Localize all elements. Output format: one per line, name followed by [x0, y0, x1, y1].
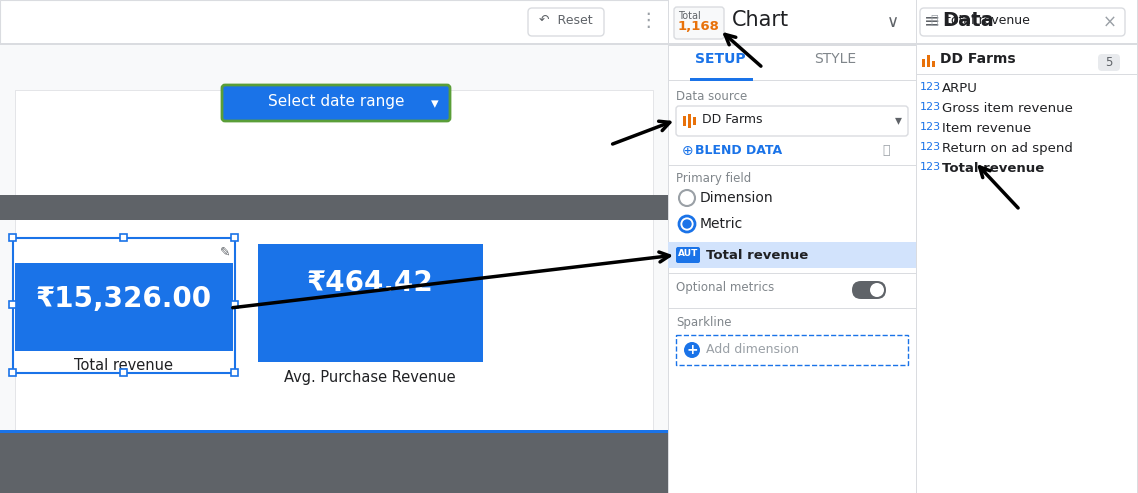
- Bar: [0, 430, 668, 433]
- Text: STYLE: STYLE: [814, 52, 856, 66]
- Text: 123: 123: [920, 142, 941, 152]
- Text: ≡: ≡: [924, 11, 940, 30]
- Bar: [683, 116, 686, 126]
- Circle shape: [679, 190, 695, 206]
- Text: Total: Total: [678, 11, 701, 21]
- Circle shape: [679, 216, 695, 232]
- Text: 123: 123: [920, 122, 941, 132]
- Bar: [231, 369, 238, 376]
- Bar: [927, 55, 930, 67]
- Text: Total revenue: Total revenue: [942, 162, 1045, 175]
- Bar: [668, 45, 916, 80]
- Bar: [690, 78, 753, 81]
- Bar: [15, 263, 233, 351]
- Text: DD Farms: DD Farms: [702, 113, 762, 126]
- Bar: [693, 117, 696, 125]
- Text: 123: 123: [920, 102, 941, 112]
- Text: Add dimension: Add dimension: [706, 343, 799, 356]
- Text: DD Farms: DD Farms: [940, 52, 1015, 66]
- FancyBboxPatch shape: [676, 106, 908, 136]
- Text: SETUP: SETUP: [694, 52, 745, 66]
- Text: Optional metrics: Optional metrics: [676, 281, 774, 294]
- Bar: [668, 80, 916, 81]
- Text: +: +: [686, 343, 698, 357]
- Bar: [0, 195, 668, 220]
- Bar: [119, 369, 127, 376]
- Bar: [9, 234, 16, 241]
- Text: ▾: ▾: [894, 113, 901, 127]
- Text: Item revenue: Item revenue: [942, 122, 1031, 135]
- Bar: [668, 45, 916, 46]
- Text: 123: 123: [920, 162, 941, 172]
- Bar: [668, 165, 916, 166]
- Text: ₹15,326.00: ₹15,326.00: [36, 285, 212, 313]
- FancyBboxPatch shape: [852, 281, 887, 299]
- Text: Data source: Data source: [676, 90, 748, 103]
- Text: total revenue: total revenue: [946, 14, 1030, 27]
- Bar: [922, 59, 925, 67]
- FancyBboxPatch shape: [676, 247, 700, 263]
- Text: 123: 123: [920, 82, 941, 92]
- Text: Gross item revenue: Gross item revenue: [942, 102, 1073, 115]
- Circle shape: [683, 220, 691, 228]
- Text: ₹464.42: ₹464.42: [306, 269, 434, 297]
- Text: ⓘ: ⓘ: [882, 144, 890, 157]
- Bar: [668, 308, 916, 309]
- Text: Chart: Chart: [732, 10, 789, 30]
- Bar: [688, 114, 691, 128]
- FancyBboxPatch shape: [528, 8, 604, 36]
- Text: ⊕: ⊕: [682, 144, 694, 158]
- Bar: [231, 234, 238, 241]
- Text: Metric: Metric: [700, 217, 743, 231]
- Text: 🔍: 🔍: [930, 14, 938, 27]
- Bar: [668, 242, 916, 268]
- Text: Total revenue: Total revenue: [706, 249, 808, 262]
- Bar: [916, 74, 1138, 75]
- Circle shape: [684, 342, 700, 358]
- Bar: [9, 301, 16, 308]
- Bar: [916, 0, 1138, 493]
- FancyBboxPatch shape: [1098, 54, 1120, 71]
- Bar: [0, 45, 668, 493]
- Text: ARPU: ARPU: [942, 82, 978, 95]
- Text: ⋮: ⋮: [638, 11, 658, 30]
- Text: Primary field: Primary field: [676, 172, 751, 185]
- Text: ∨: ∨: [887, 13, 899, 31]
- Text: AUT: AUT: [678, 249, 699, 258]
- Bar: [676, 335, 908, 365]
- Bar: [13, 238, 236, 373]
- Bar: [231, 301, 238, 308]
- Text: BLEND DATA: BLEND DATA: [695, 144, 782, 157]
- Text: ▾: ▾: [431, 96, 439, 111]
- Bar: [0, 45, 668, 493]
- Text: ×: ×: [1103, 14, 1116, 32]
- Circle shape: [869, 283, 884, 297]
- Bar: [15, 90, 653, 453]
- Bar: [916, 44, 1138, 45]
- Bar: [668, 273, 916, 274]
- Text: Data: Data: [942, 11, 993, 30]
- Bar: [119, 234, 127, 241]
- FancyBboxPatch shape: [920, 8, 1125, 36]
- Text: Return on ad spend: Return on ad spend: [942, 142, 1073, 155]
- Bar: [932, 61, 935, 67]
- Text: 1,168: 1,168: [678, 20, 720, 33]
- FancyBboxPatch shape: [674, 7, 724, 39]
- Bar: [258, 244, 483, 362]
- Text: Avg. Purchase Revenue: Avg. Purchase Revenue: [284, 370, 456, 385]
- Bar: [0, 0, 1138, 45]
- Text: ↶  Reset: ↶ Reset: [539, 14, 593, 27]
- Bar: [0, 430, 668, 493]
- Bar: [668, 0, 916, 493]
- Text: Sparkline: Sparkline: [676, 316, 732, 329]
- Bar: [0, 43, 1138, 45]
- Text: ✎: ✎: [220, 246, 230, 259]
- Text: Select date range: Select date range: [267, 94, 404, 109]
- Text: 5: 5: [1105, 56, 1113, 69]
- Text: Total revenue: Total revenue: [74, 358, 173, 373]
- Text: Dimension: Dimension: [700, 191, 774, 205]
- FancyBboxPatch shape: [222, 85, 450, 121]
- Bar: [9, 369, 16, 376]
